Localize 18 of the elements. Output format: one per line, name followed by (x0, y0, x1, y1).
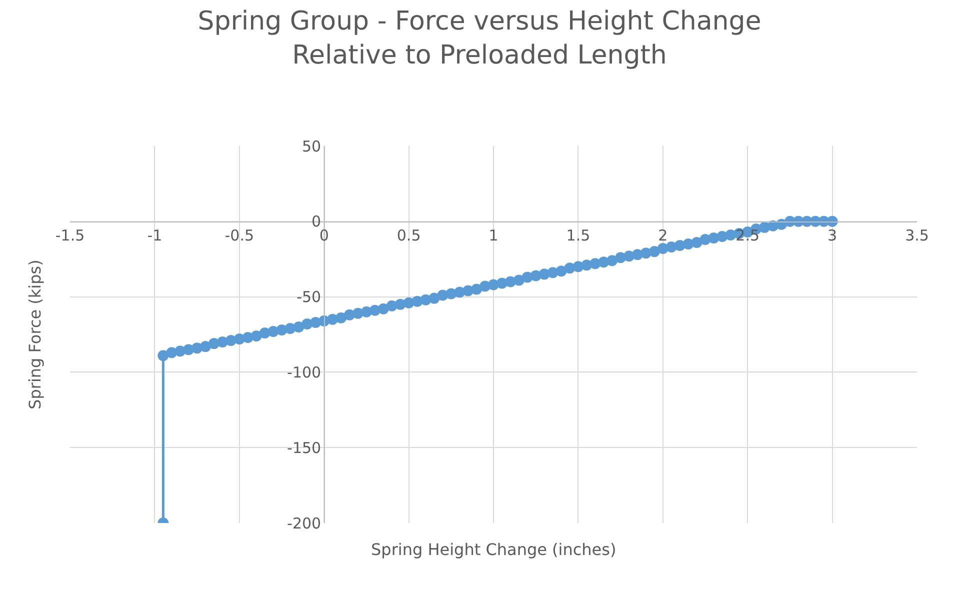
x-tick-label: -1 (147, 226, 162, 244)
y-tick-label: -50 (296, 288, 322, 306)
y-tick-label: 50 (302, 137, 322, 156)
x-tick-label: 0.5 (396, 226, 421, 244)
y-axis-title: Spring Force (kips) (25, 260, 44, 410)
x-tick-label: 3 (828, 226, 838, 244)
x-tick-label: 3.5 (905, 226, 929, 244)
x-tick-label: -1.5 (55, 226, 85, 244)
x-axis-title: Spring Height Change (inches) (371, 540, 616, 559)
x-tick-label: -0.5 (224, 226, 254, 244)
chart-title: Spring Group - Force versus Height Change Relative to Preloaded Length (198, 6, 762, 70)
x-tick-label: 1.5 (566, 226, 590, 244)
y-tick-label: -150 (287, 438, 322, 457)
x-tick-label: 1 (488, 226, 498, 244)
y-tick-label: 0 (312, 212, 322, 231)
y-tick-label: -100 (287, 363, 322, 382)
x-tick-label: 2 (658, 226, 668, 244)
y-tick-label: -200 (287, 514, 322, 532)
